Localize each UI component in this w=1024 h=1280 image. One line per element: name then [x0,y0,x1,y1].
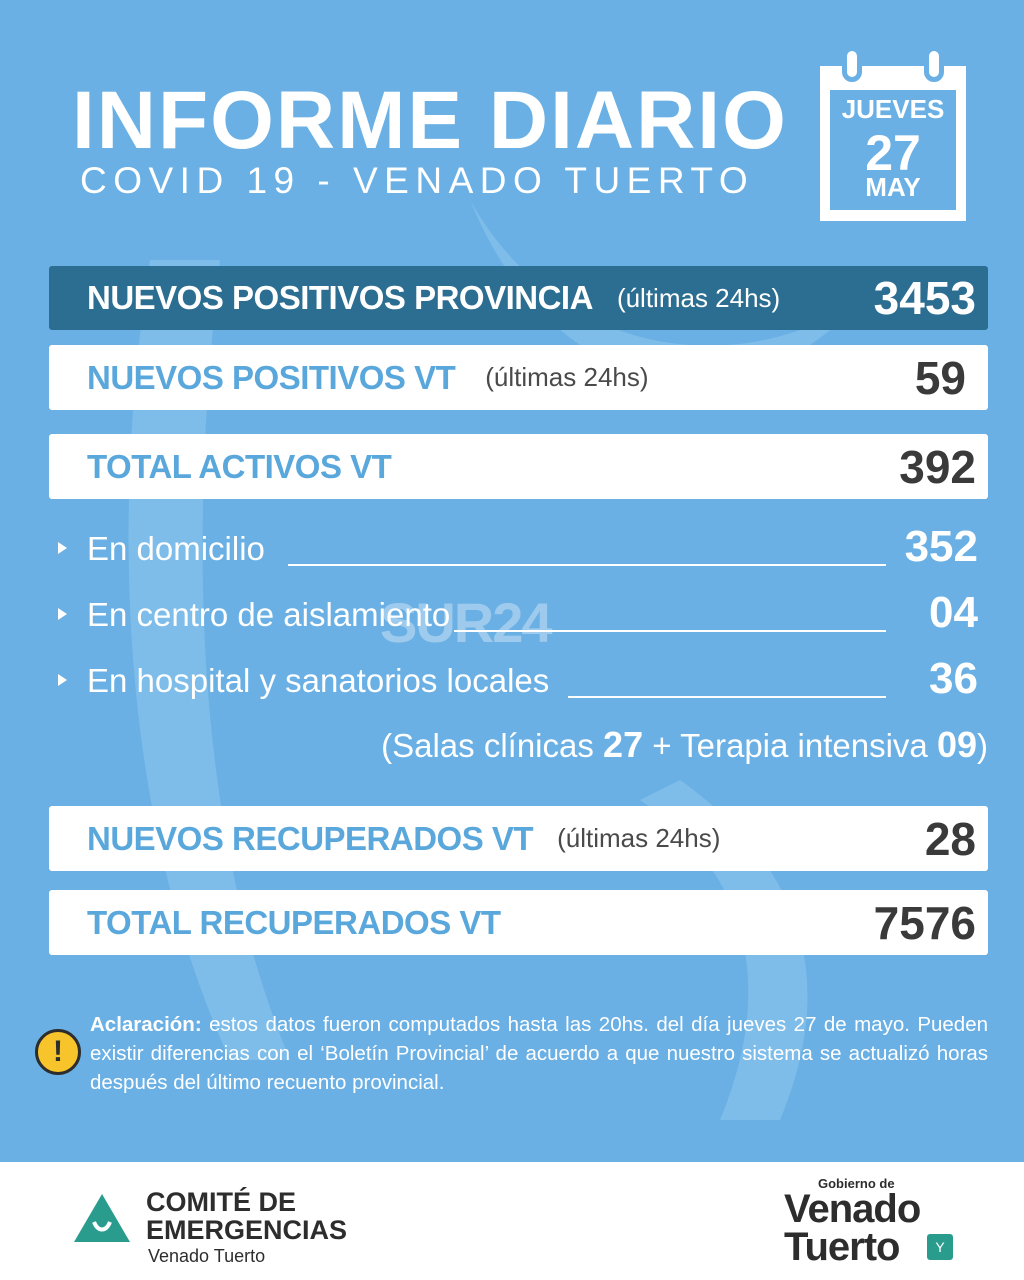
row-label: NUEVOS POSITIVOS VT [87,358,456,396]
breakdown-plus: + [652,727,672,764]
government-logo-text: Venado Tuerto [784,1187,921,1269]
leader-line [454,630,886,632]
row-label: NUEVOS POSITIVOS PROVINCIA [87,279,593,316]
committee-line-1: COMITÉ DE [146,1187,297,1217]
row-value: 392 [899,440,976,493]
committee-line-2: EMERGENCIAS [146,1215,348,1245]
watermark: SUR24 [380,591,553,654]
note-lead: Aclaración: [90,1013,202,1036]
calendar-date: 27 [865,125,921,181]
committee-name: COMITÉ DE EMERGENCIAS [146,1188,347,1244]
detail-label: En hospital y sanatorios locales [87,662,550,699]
row-value: 59 [914,351,966,404]
row-new-recovered-vt: NUEVOS RECUPERADOS VT (últimas 24hs) 28 [49,806,988,871]
detail-label: En centro de aislamiento [87,596,451,633]
calendar-ring-left [842,46,862,82]
calendar-day: JUEVES [841,94,945,124]
leader-line [288,564,886,566]
calendar-ring-right [924,46,944,82]
row-label: TOTAL RECUPERADOS VT [87,903,501,941]
bullet-icon [58,674,67,686]
note-text: estos datos fueron computados hasta las … [90,1013,988,1094]
bullet-icon [58,542,67,554]
breakdown-wards-value: 27 [603,724,644,765]
committee-city: Venado Tuerto [148,1246,266,1266]
row-total-active-vt: TOTAL ACTIVOS VT 392 [49,434,988,499]
warning-icon: ! [35,1029,81,1075]
government-line-1: Venado [784,1187,921,1231]
detail-isolation: En centro de aislamiento 04 [58,588,988,640]
report-subtitle: COVID 19 - VENADO TUERTO [80,160,755,201]
calendar-month: MAY [865,172,921,202]
government-line-2: Tuerto [784,1225,900,1269]
row-total-recovered-vt: TOTAL RECUPERADOS VT 7576 [49,890,988,955]
row-label: TOTAL ACTIVOS VT [87,447,392,485]
hospital-breakdown: (Salas clínicas 27 + Terapia intensiva 0… [320,724,988,772]
detail-hospital: En hospital y sanatorios locales 36 [58,654,988,706]
calendar-badge: JUEVES 27 MAY [820,46,966,221]
row-new-positives-vt: NUEVOS POSITIVOS VT (últimas 24hs) 59 [49,345,988,410]
breakdown-wards-label: Salas clínicas [392,727,594,764]
bullet-icon [58,608,67,620]
row-value: 3453 [873,272,976,324]
row-new-positives-province: NUEVOS POSITIVOS PROVINCIA (últimas 24hs… [49,266,988,330]
breakdown-icu-value: 09 [936,724,977,765]
committee-logo-icon [74,1194,130,1242]
row-sublabel: (últimas 24hs) [485,362,649,392]
footer: COMITÉ DE EMERGENCIAS Venado Tuerto Gobi… [0,1162,1024,1280]
leader-line [568,696,886,698]
row-value: 28 [924,812,976,865]
row-sublabel: (últimas 24hs) [616,282,781,313]
report-title: INFORME DIARIO [72,75,788,166]
detail-label: En domicilio [87,530,265,567]
row-label: NUEVOS RECUPERADOS VT [87,819,534,857]
detail-value: 04 [929,588,978,637]
disclaimer-note: Aclaración: estos datos fueron computado… [90,1010,988,1097]
row-value: 7576 [873,896,976,949]
government-logo-icon: Y [927,1234,953,1260]
detail-value: 36 [929,654,978,703]
breakdown-open: ( [381,727,393,764]
calendar-face: JUEVES 27 MAY [830,90,956,210]
detail-value: 352 [904,522,978,571]
detail-home: En domicilio 352 [58,522,988,574]
row-sublabel: (últimas 24hs) [557,823,721,853]
breakdown-close: ) [977,727,988,764]
government-label: Gobierno de [818,1176,895,1191]
breakdown-icu-label: Terapia intensiva [680,727,928,764]
